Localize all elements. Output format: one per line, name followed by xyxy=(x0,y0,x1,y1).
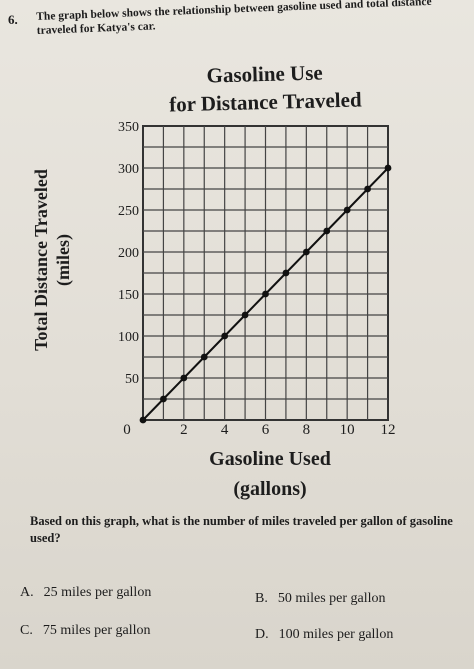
x-axis-label-line-2: (gallons) xyxy=(233,478,307,500)
y-tick-label: 250 xyxy=(118,204,139,219)
data-point xyxy=(343,206,351,214)
data-point xyxy=(282,269,290,277)
choice-d-letter: D. xyxy=(255,627,269,642)
x-axis-label: Gasoline Used (gallons) xyxy=(150,444,390,504)
data-point xyxy=(160,395,167,403)
choice-d-text: 100 miles per gallon xyxy=(278,627,394,642)
y-tick-label: 350 xyxy=(118,120,139,135)
x-tick-label: 0 xyxy=(123,422,131,438)
y-tick-label: 200 xyxy=(118,246,139,261)
choice-b-letter: B. xyxy=(255,591,268,606)
x-tick-label: 2 xyxy=(180,422,188,438)
x-tick-label: 12 xyxy=(381,422,396,438)
data-point xyxy=(241,311,249,319)
data-point xyxy=(200,353,208,361)
data-point xyxy=(262,290,269,298)
choice-a-text: 25 miles per gallon xyxy=(43,585,152,600)
question-text: Based on this graph, what is the number … xyxy=(30,514,453,545)
x-axis-label-line-1: Gasoline Used xyxy=(209,448,331,470)
data-point xyxy=(323,227,331,235)
x-tick-label: 4 xyxy=(221,422,229,438)
data-point xyxy=(384,164,392,172)
choice-b[interactable]: B. 50 miles per gallon xyxy=(255,591,386,607)
choice-a[interactable]: A. 25 miles per gallon xyxy=(20,585,151,601)
data-point xyxy=(302,248,310,256)
x-tick-label: 8 xyxy=(303,422,311,438)
choice-d[interactable]: D. 100 miles per gallon xyxy=(255,627,393,643)
choice-b-text: 50 miles per gallon xyxy=(277,591,386,606)
y-tick-label: 300 xyxy=(118,162,139,177)
choice-c-text: 75 miles per gallon xyxy=(42,623,151,638)
data-point xyxy=(180,374,188,382)
choice-a-letter: A. xyxy=(20,585,34,600)
question-number: 6. xyxy=(8,12,18,27)
y-tick-label: 50 xyxy=(125,372,139,387)
x-tick-label: 10 xyxy=(340,422,355,438)
data-point xyxy=(139,416,147,424)
choice-c[interactable]: C. 75 miles per gallon xyxy=(20,623,151,639)
y-tick-label: 150 xyxy=(118,288,139,303)
y-tick-label: 100 xyxy=(118,330,139,345)
x-tick-label: 6 xyxy=(262,422,270,438)
choice-c-letter: C. xyxy=(20,623,33,638)
data-point xyxy=(221,332,229,340)
data-point xyxy=(364,185,371,193)
